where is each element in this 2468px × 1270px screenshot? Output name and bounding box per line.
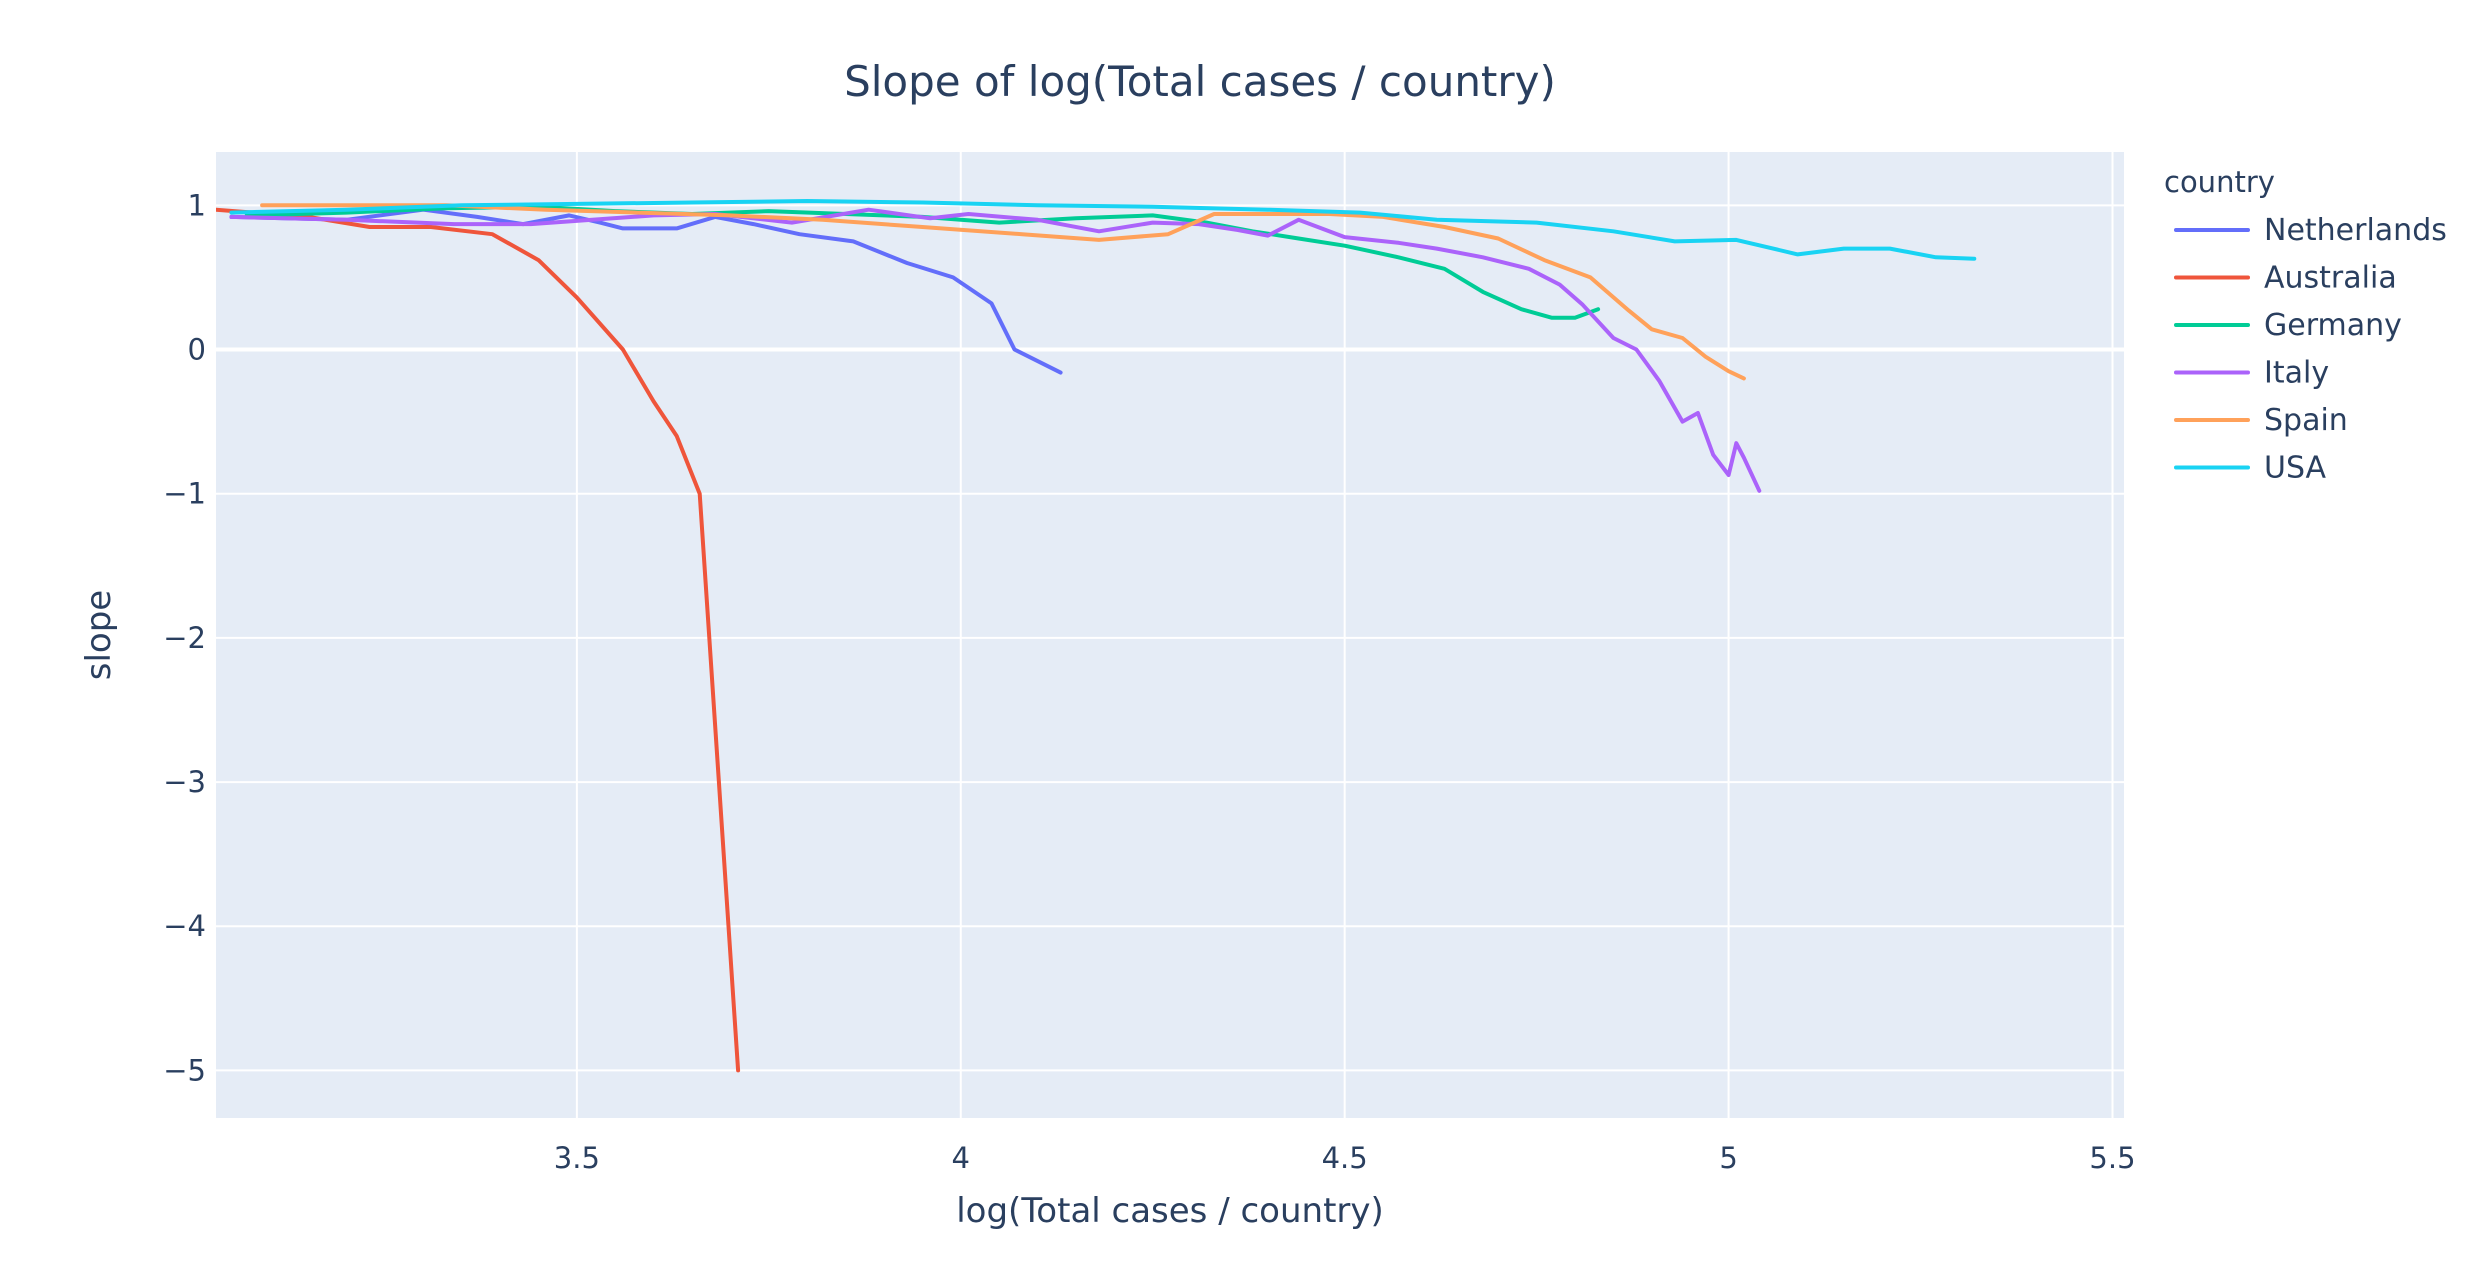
series-layer xyxy=(216,199,1977,1073)
legend-label: Germany xyxy=(2264,308,2402,343)
y-tick-label: −1 xyxy=(163,477,206,511)
plot-background xyxy=(216,152,2124,1118)
y-tick-label: −5 xyxy=(163,1053,206,1087)
legend-item: Australia xyxy=(2174,261,2397,296)
legend-item: Italy xyxy=(2174,356,2329,391)
legend-item: Germany xyxy=(2174,308,2402,343)
y-tick-label: −4 xyxy=(163,909,206,943)
y-axis-title: slope xyxy=(79,590,119,680)
series-line-usa xyxy=(229,199,1977,261)
legend-label: USA xyxy=(2264,451,2327,486)
legend-label: Spain xyxy=(2264,403,2348,438)
y-tick-label: −2 xyxy=(163,621,206,655)
x-tick-label: 3.5 xyxy=(554,1141,600,1175)
legend: country Netherlands Australia Germany Italy… xyxy=(2164,165,2447,486)
legend-item: USA xyxy=(2174,451,2327,486)
series-line-spain xyxy=(260,203,1746,381)
x-axis-ticks: 3.5 4 4.5 5 5.5 xyxy=(554,1141,2136,1175)
x-tick-label: 4 xyxy=(952,1141,970,1175)
x-axis-title: log(Total cases / country) xyxy=(956,1191,1384,1231)
x-tick-label: 5.5 xyxy=(2089,1141,2135,1175)
chart-title: Slope of log(Total cases / country) xyxy=(844,57,1556,106)
x-tick-label: 5 xyxy=(1719,1141,1737,1175)
legend-label: Netherlands xyxy=(2264,213,2447,248)
y-tick-label: 1 xyxy=(188,188,206,222)
legend-label: Australia xyxy=(2264,261,2397,296)
legend-item: Spain xyxy=(2174,403,2348,438)
legend-item: Netherlands xyxy=(2174,213,2447,248)
legend-label: Italy xyxy=(2264,356,2329,391)
x-tick-label: 4.5 xyxy=(1322,1141,1368,1175)
y-axis-ticks: 1 0 −1 −2 −3 −4 −5 xyxy=(163,188,206,1087)
series-line-australia xyxy=(216,207,741,1073)
y-tick-label: −3 xyxy=(163,765,206,799)
legend-title: country xyxy=(2164,165,2275,199)
series-line-netherlands xyxy=(229,207,1063,375)
legend-items: Netherlands Australia Germany Italy Spain USA xyxy=(2174,213,2447,486)
y-tick-label: 0 xyxy=(188,333,206,367)
